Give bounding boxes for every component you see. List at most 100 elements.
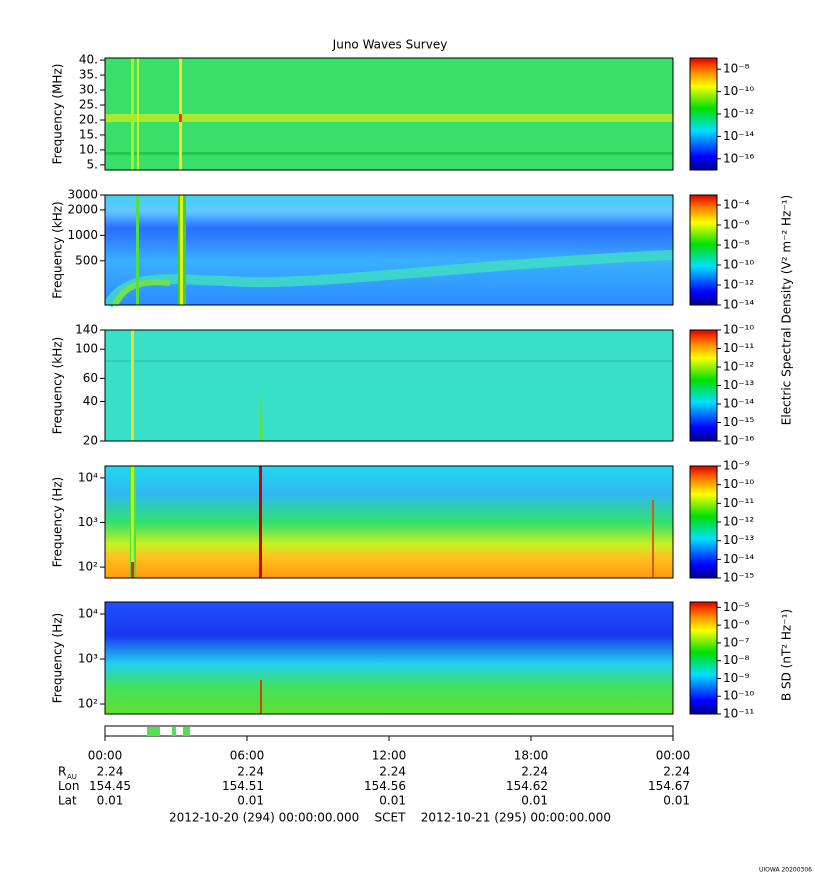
colorbar-tick-label: 10⁻¹²: [723, 360, 754, 374]
colorbar-tick-label: 10⁻¹⁵: [723, 571, 754, 585]
y-tick-label: 500: [75, 253, 98, 267]
ephemeris-value: 154.51: [222, 779, 264, 793]
colorbar-tick-label: 10⁻⁸: [723, 62, 750, 76]
colorbar-tick-label: 10⁻¹³: [723, 378, 754, 392]
y-tick-label: 25.: [79, 98, 98, 112]
ephemeris-value: 2.24: [521, 765, 548, 779]
y-axis-label: Frequency (Hz): [51, 477, 65, 568]
y-tick-label: 10⁴: [78, 607, 98, 621]
colorbar-tick-label: 10⁻¹⁰: [723, 477, 754, 491]
y-tick-label: 15.: [79, 127, 98, 141]
ephemeris-label: R: [58, 765, 66, 779]
y-tick-label: 10⁴: [78, 470, 98, 484]
y-tick-label: 2000: [67, 202, 98, 216]
y-tick-label: 60: [83, 371, 98, 385]
colorbar-tick-label: 10⁻⁶: [723, 218, 750, 232]
credit: UIOWA 20200306: [759, 867, 812, 874]
colorbar-tick-label: 10⁻¹⁶: [723, 151, 754, 165]
y-tick-label: 30.: [79, 83, 98, 97]
colorbar-tick-label: 10⁻¹¹: [723, 496, 754, 510]
colorbar-tick-label: 10⁻¹²: [723, 515, 754, 529]
y-tick-label: 5.: [87, 157, 98, 171]
plot-frame: [104, 57, 674, 171]
y-tick-label: 10²: [78, 697, 98, 711]
colorbar-tick-label: 10⁻¹⁴: [723, 397, 754, 411]
x-tick-label: 00:00: [88, 749, 123, 763]
colorbar-tick-label: 10⁻⁹: [723, 459, 750, 473]
y-axis-label: Frequency (MHz): [51, 64, 65, 165]
colorbar-tick-label: 10⁻¹⁰: [723, 84, 754, 98]
plot-frame: [104, 194, 674, 306]
colorbar-label: B SD (nT² Hz⁻¹): [780, 609, 794, 701]
y-axis-label: Frequency (Hz): [51, 613, 65, 704]
x-tick-label: 06:00: [230, 749, 265, 763]
colorbar-tick-label: 10⁻⁹: [723, 671, 750, 685]
y-tick-label: 40: [83, 394, 98, 408]
x-tick-label: 00:00: [656, 749, 691, 763]
x-tick-label: 12:00: [372, 749, 407, 763]
x-tick-label: 18:00: [514, 749, 549, 763]
colorbar: [689, 465, 718, 579]
ephemeris-value: 2.24: [663, 765, 690, 779]
colorbar-tick-label: 10⁻⁴: [723, 198, 750, 212]
y-tick-label: 40.: [79, 53, 98, 67]
plot-frame: [104, 601, 674, 715]
y-tick-label: 140: [75, 323, 98, 337]
y-tick-label: 10³: [78, 515, 98, 529]
ephemeris-value: 2.24: [379, 765, 406, 779]
chart-title: Juno Waves Survey: [332, 38, 448, 52]
colorbar-tick-label: 10⁻⁸: [723, 653, 750, 667]
y-axis-label: Frequency (kHz): [51, 337, 65, 434]
y-axis-label: Frequency (kHz): [51, 201, 65, 298]
y-tick-label: 1000: [67, 228, 98, 242]
plot-frame: [104, 465, 674, 579]
ephemeris-sublabel: AU: [67, 773, 77, 781]
ephemeris-value: 154.67: [648, 779, 690, 793]
y-tick-label: 10.: [79, 142, 98, 156]
colorbar-tick-label: 10⁻⁸: [723, 238, 750, 252]
ephemeris-value: 2.24: [97, 765, 124, 779]
plot-frame: [104, 329, 674, 442]
colorbar-tick-label: 10⁻¹⁰: [723, 689, 754, 703]
colorbar-tick-label: 10⁻¹⁰: [723, 323, 754, 337]
colorbar-label: Electric Spectral Density (V² m⁻² Hz⁻¹): [780, 195, 794, 425]
ephemeris-value: 0.01: [521, 794, 548, 808]
colorbar-tick-label: 10⁻¹⁰: [723, 258, 754, 272]
ephemeris-value: 2.24: [237, 765, 264, 779]
y-tick-label: 20.: [79, 112, 98, 126]
heatmap: [103, 58, 674, 714]
colorbar-tick-label: 10⁻¹³: [723, 533, 754, 547]
ephemeris-label: Lon: [58, 779, 79, 793]
colorbar-tick-label: 10⁻¹⁶: [723, 434, 754, 448]
ephemeris-value: 0.01: [379, 794, 406, 808]
colorbar-tick-label: 10⁻¹²: [723, 278, 754, 292]
footer: 2012-10-20 (294) 00:00:00.000 SCET 2012-…: [169, 811, 611, 825]
colorbar: [689, 194, 718, 306]
colorbar: [689, 329, 718, 442]
colorbar-tick-label: 10⁻¹⁴: [723, 129, 754, 143]
y-tick-label: 35.: [79, 68, 98, 82]
y-tick-label: 10³: [78, 652, 98, 666]
y-tick-label: 100: [75, 342, 98, 356]
ephemeris-value: 0.01: [237, 794, 264, 808]
mode-marks: [147, 727, 190, 736]
colorbar-tick-label: 10⁻⁶: [723, 618, 750, 632]
ephemeris-value: 154.45: [89, 779, 131, 793]
colorbar: [689, 57, 718, 171]
colorbar-tick-label: 10⁻¹⁴: [723, 298, 754, 312]
ephemeris-value: 0.01: [663, 794, 690, 808]
colorbar-tick-label: 10⁻¹¹: [723, 341, 754, 355]
ephemeris-label: Lat: [58, 794, 77, 808]
colorbar-tick-label: 10⁻⁷: [723, 635, 750, 649]
mode-strip: [104, 725, 674, 737]
ephemeris-value: 154.56: [364, 779, 406, 793]
y-tick-label: 3000: [67, 188, 98, 202]
ephemeris-value: 154.62: [506, 779, 548, 793]
y-tick-label: 20: [83, 434, 98, 448]
colorbar-tick-label: 10⁻¹²: [723, 107, 754, 121]
colorbar-tick-label: 10⁻⁵: [723, 600, 750, 614]
colorbar-tick-label: 10⁻¹⁴: [723, 552, 754, 566]
y-tick-label: 10²: [78, 560, 98, 574]
ephemeris-value: 0.01: [97, 794, 124, 808]
